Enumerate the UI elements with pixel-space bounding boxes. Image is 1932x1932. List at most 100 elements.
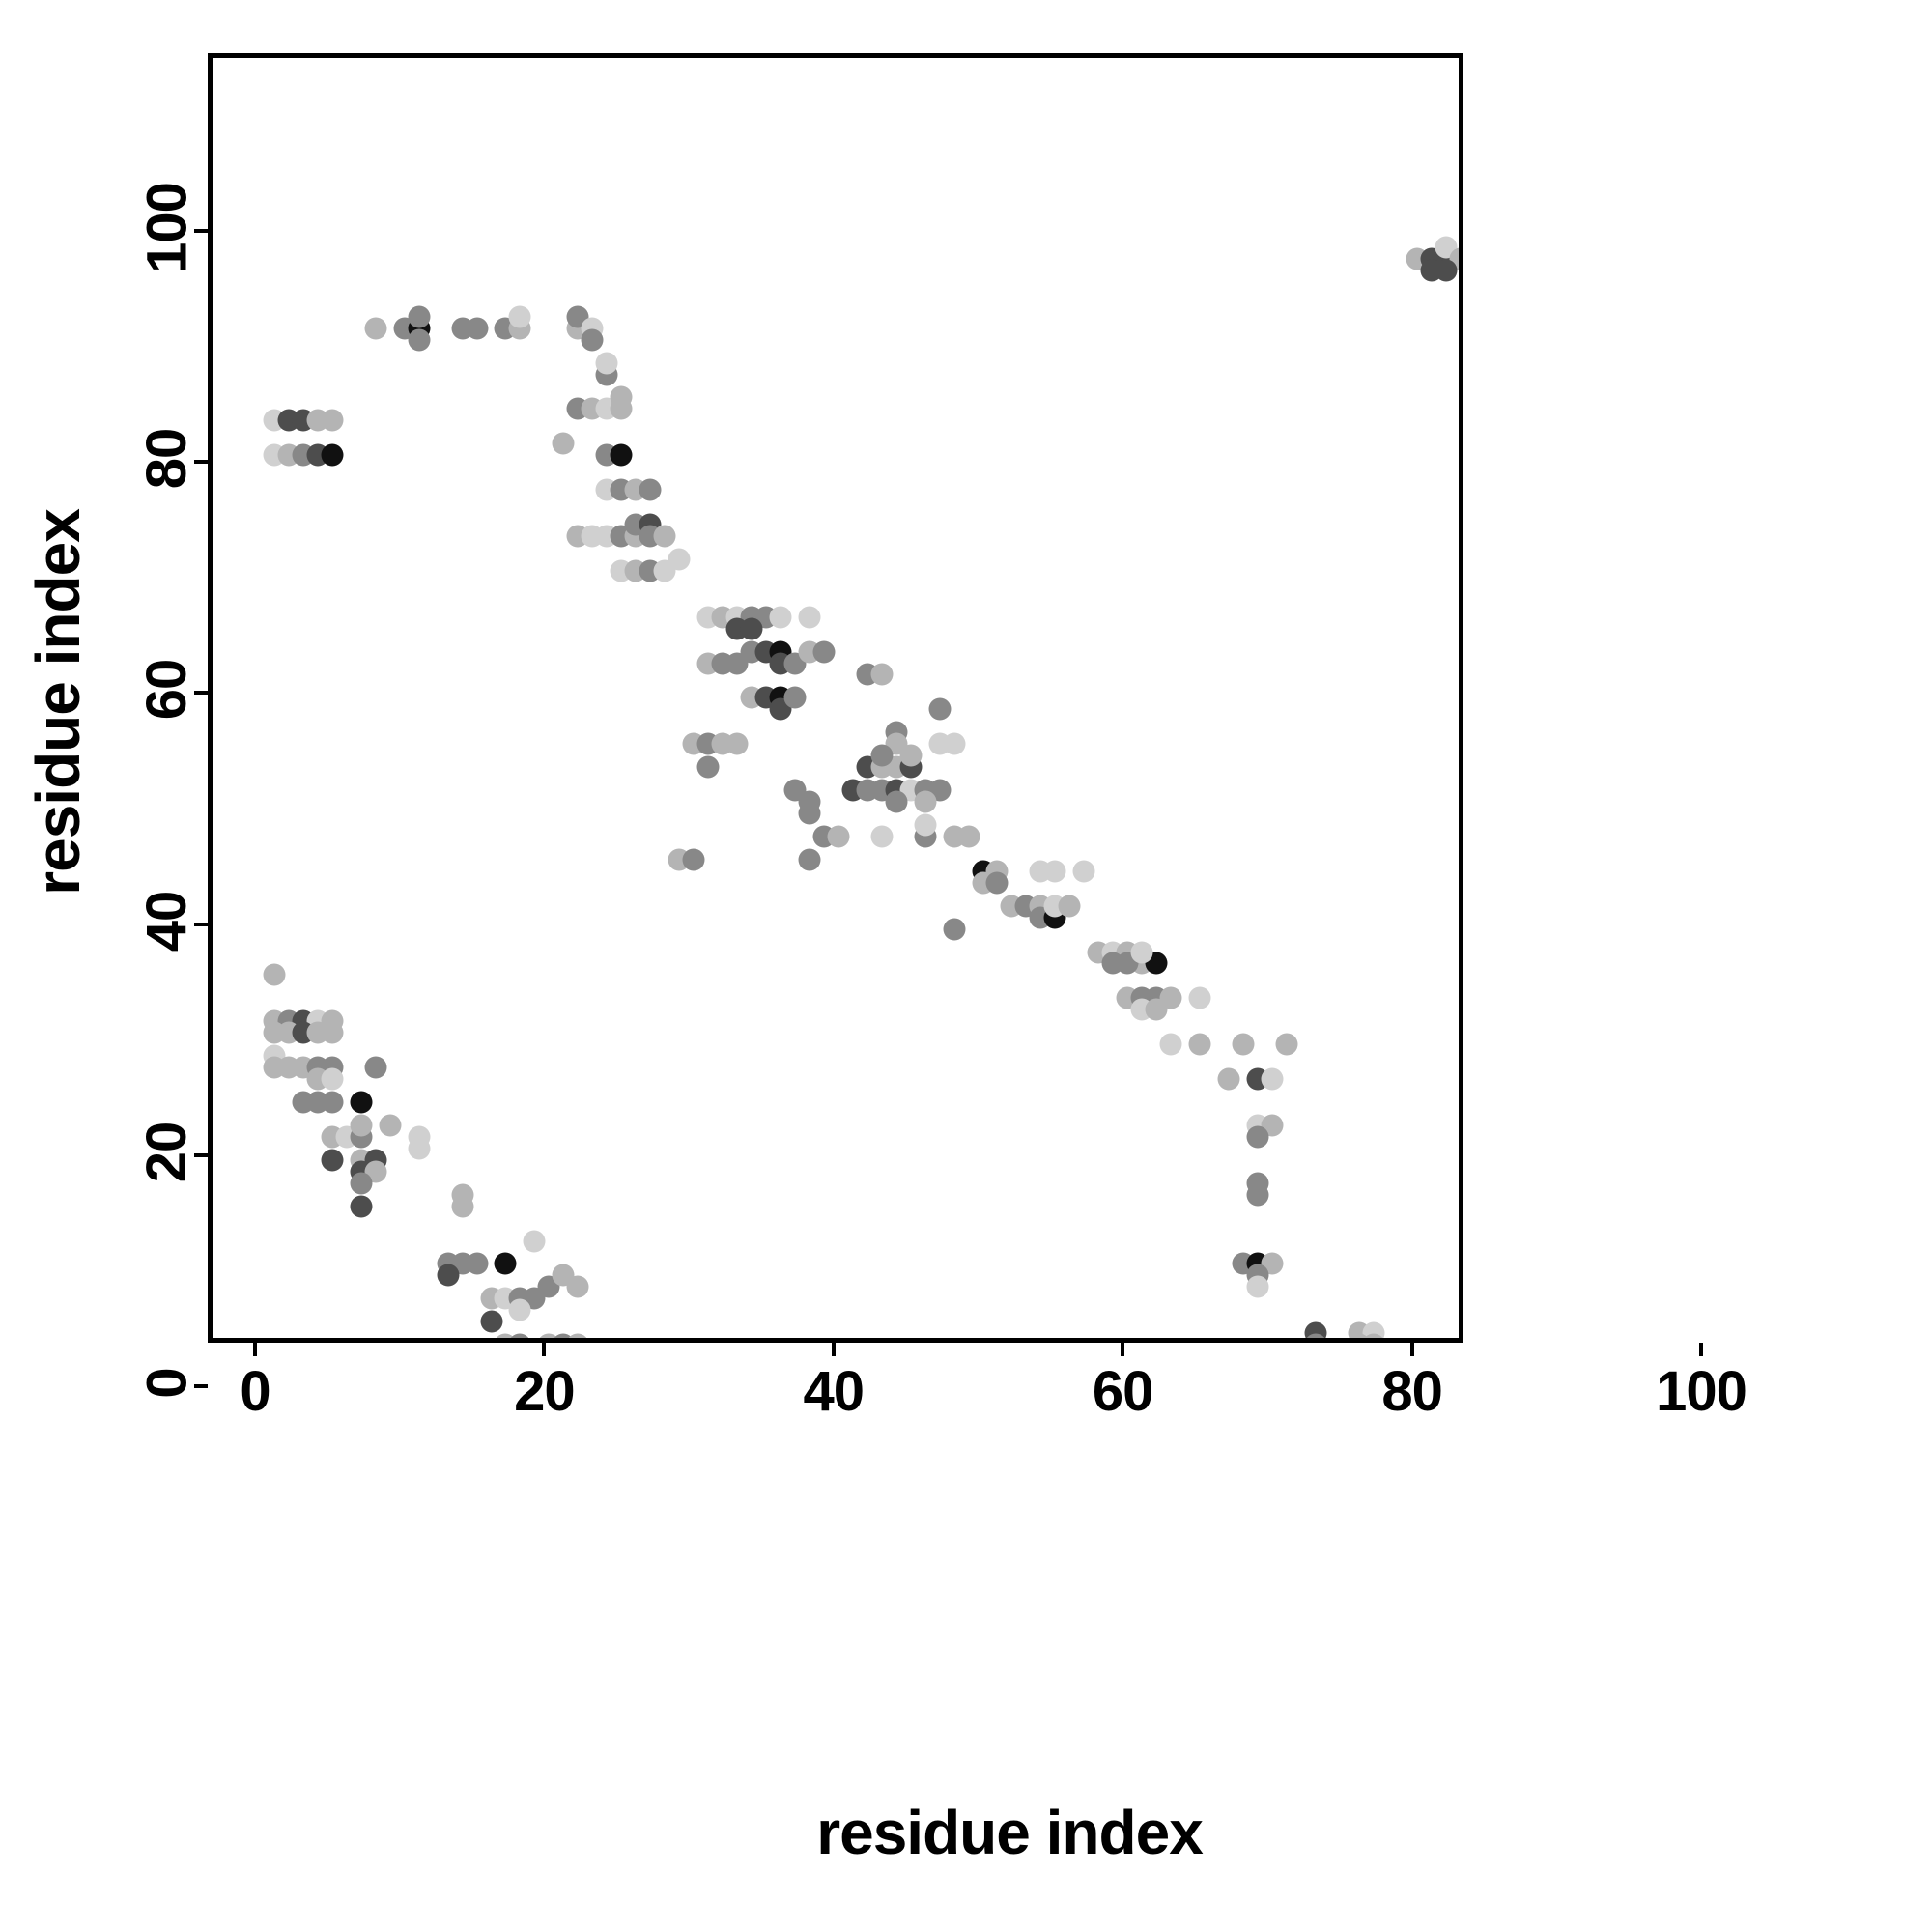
scatter-point bbox=[350, 1114, 373, 1137]
scatter-point bbox=[408, 1137, 431, 1160]
scatter-point bbox=[508, 1298, 531, 1321]
scatter-point bbox=[1246, 1183, 1269, 1207]
x-axis-title: residue index bbox=[0, 1797, 1932, 1868]
plot-area bbox=[208, 53, 1463, 1343]
x-tick-mark bbox=[542, 1343, 547, 1356]
scatter-point bbox=[408, 305, 431, 328]
scatter-point bbox=[321, 1091, 344, 1114]
scatter-point bbox=[1348, 1333, 1371, 1338]
y-tick-mark bbox=[194, 1152, 208, 1157]
scatter-point bbox=[350, 1195, 373, 1218]
scatter-point bbox=[321, 443, 344, 467]
scatter-point bbox=[827, 825, 850, 848]
scatter-points-layer bbox=[213, 58, 1459, 1338]
scatter-point bbox=[1362, 1333, 1385, 1338]
x-tick-label: 100 bbox=[1656, 1360, 1747, 1423]
x-tick-mark bbox=[1409, 1343, 1414, 1356]
scatter-point bbox=[364, 317, 387, 340]
scatter-point bbox=[1435, 259, 1458, 282]
scatter-point bbox=[1246, 1125, 1269, 1149]
x-tick-mark bbox=[1699, 1343, 1703, 1356]
y-tick-label: 0 bbox=[135, 1368, 198, 1399]
x-tick-mark bbox=[253, 1343, 257, 1356]
scatter-point bbox=[263, 963, 286, 986]
scatter-point bbox=[1246, 1275, 1269, 1298]
scatter-point bbox=[943, 732, 966, 755]
scatter-point bbox=[1188, 1033, 1211, 1056]
scatter-point bbox=[725, 732, 749, 755]
x-tick-label: 40 bbox=[803, 1360, 866, 1423]
scatter-point bbox=[985, 871, 1009, 895]
scatter-point bbox=[1043, 860, 1066, 883]
y-tick-label: 60 bbox=[135, 660, 198, 721]
x-tick-label: 60 bbox=[1092, 1360, 1154, 1423]
scatter-point bbox=[364, 1056, 387, 1079]
scatter-point bbox=[321, 409, 344, 432]
scatter-point bbox=[466, 317, 489, 340]
y-tick-label: 80 bbox=[135, 428, 198, 490]
scatter-point bbox=[494, 1252, 517, 1275]
scatter-point bbox=[943, 918, 966, 941]
scatter-point bbox=[668, 548, 691, 571]
x-axis-title-text: residue index bbox=[816, 1798, 1204, 1867]
y-axis-title-text: residue index bbox=[23, 509, 93, 895]
scatter-point bbox=[1217, 1067, 1240, 1091]
x-tick-mark bbox=[831, 1343, 836, 1356]
scatter-point bbox=[508, 1333, 531, 1338]
scatter-point bbox=[321, 1067, 344, 1091]
scatter-point bbox=[740, 617, 763, 640]
scatter-point bbox=[1072, 860, 1095, 883]
scatter-point bbox=[1304, 1321, 1327, 1338]
scatter-point bbox=[566, 1333, 589, 1338]
scatter-point bbox=[769, 606, 792, 629]
scatter-point bbox=[552, 432, 575, 455]
scatter-point bbox=[552, 1264, 575, 1287]
scatter-point bbox=[1261, 1067, 1284, 1091]
scatter-point bbox=[914, 813, 937, 837]
scatter-point bbox=[581, 328, 604, 352]
scatter-point bbox=[1145, 998, 1168, 1021]
scatter-point bbox=[379, 1114, 402, 1137]
scatter-point bbox=[350, 1091, 373, 1114]
scatter-point bbox=[508, 305, 531, 328]
scatter-point bbox=[798, 606, 821, 629]
scatter-point bbox=[408, 328, 431, 352]
scatter-point bbox=[928, 697, 952, 721]
scatter-point bbox=[957, 825, 980, 848]
x-tick-label: 20 bbox=[514, 1360, 576, 1423]
scatter-point bbox=[1188, 986, 1211, 1009]
y-tick-mark bbox=[194, 691, 208, 696]
scatter-point bbox=[1275, 1033, 1298, 1056]
scatter-point bbox=[812, 640, 836, 664]
scatter-point bbox=[523, 1230, 546, 1253]
scatter-point bbox=[610, 385, 633, 409]
y-tick-mark bbox=[194, 922, 208, 926]
y-tick-label: 100 bbox=[135, 183, 198, 273]
scatter-point bbox=[321, 1149, 344, 1172]
scatter-point bbox=[870, 825, 894, 848]
y-tick-mark bbox=[194, 1384, 208, 1388]
scatter-point bbox=[885, 790, 908, 813]
scatter-point bbox=[1362, 1321, 1385, 1338]
x-tick-mark bbox=[1121, 1343, 1125, 1356]
y-tick-mark bbox=[194, 460, 208, 465]
scatter-point bbox=[798, 802, 821, 825]
y-tick-label: 40 bbox=[135, 891, 198, 952]
scatter-point bbox=[480, 1310, 503, 1333]
scatter-point bbox=[870, 744, 894, 767]
scatter-point bbox=[321, 1021, 344, 1044]
scatter-point bbox=[437, 1264, 460, 1287]
scatter-point bbox=[537, 1333, 560, 1338]
scatter-point bbox=[552, 1333, 575, 1338]
x-tick-label: 80 bbox=[1381, 1360, 1443, 1423]
y-tick-label: 20 bbox=[135, 1122, 198, 1183]
scatter-point bbox=[595, 352, 618, 375]
scatter-point bbox=[1449, 247, 1459, 270]
scatter-point bbox=[494, 1333, 517, 1338]
scatter-point bbox=[682, 848, 705, 871]
y-axis-title: residue index bbox=[22, 123, 94, 1282]
scatter-point bbox=[899, 744, 923, 767]
scatter-point bbox=[1058, 895, 1081, 918]
scatter-point bbox=[1304, 1333, 1327, 1338]
